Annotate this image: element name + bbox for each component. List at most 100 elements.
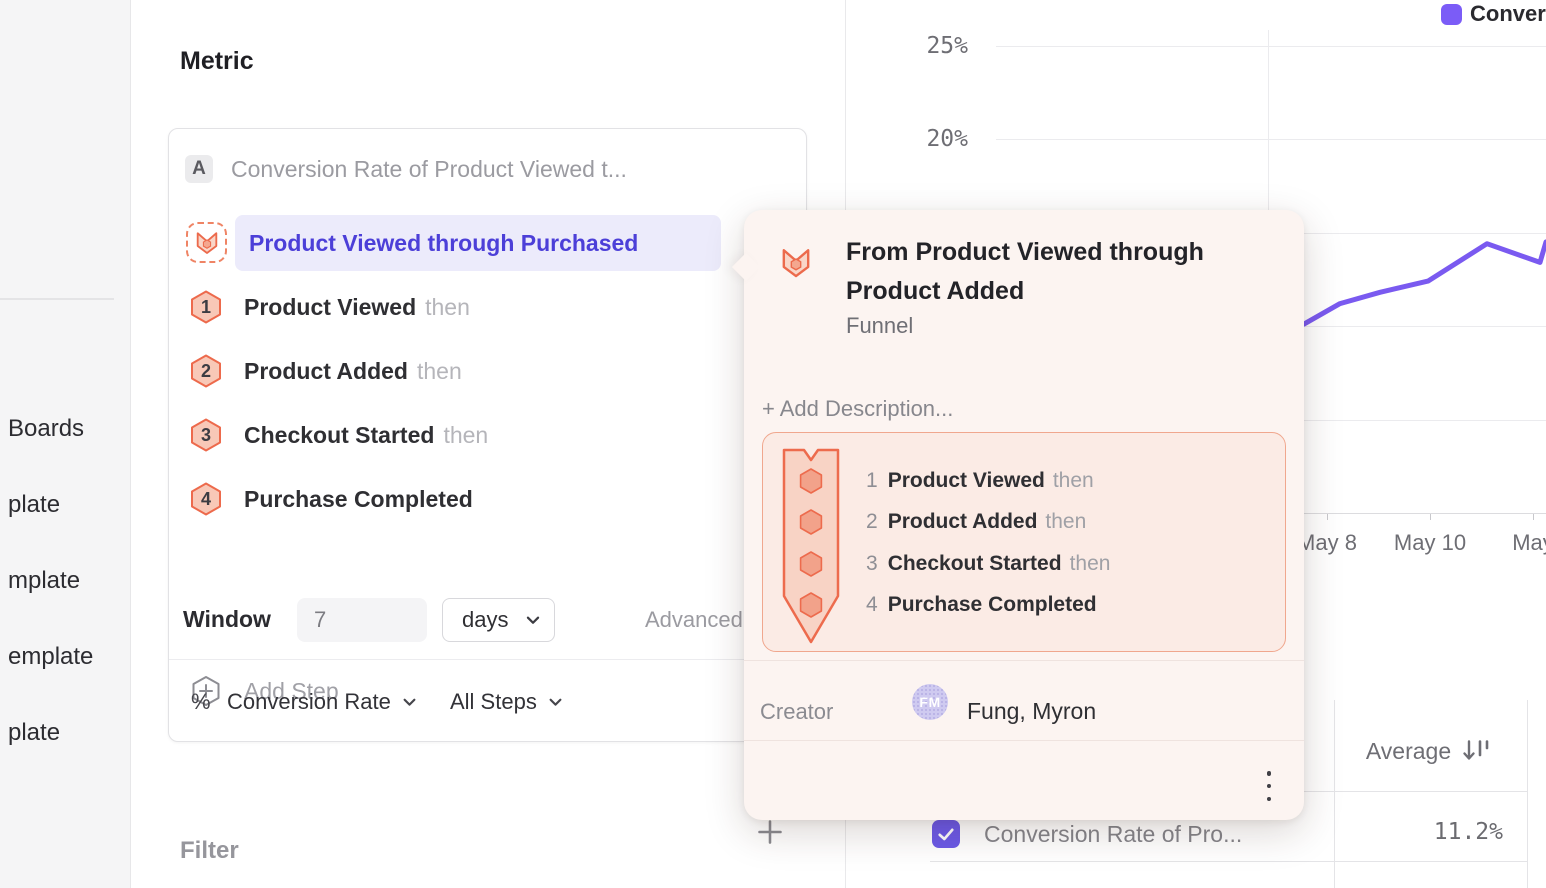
- sidebar-item[interactable]: plate: [0, 695, 130, 771]
- checkmark-icon: [938, 828, 954, 841]
- popover-divider: [744, 660, 1304, 661]
- hexagon-icon: [191, 290, 221, 324]
- popover-funnel-step: 2 Product Added then: [866, 502, 1266, 544]
- hexagon-icon: [191, 354, 221, 388]
- step-number-badge: 3: [190, 418, 222, 452]
- step-event-name: Checkout Started: [244, 421, 435, 448]
- sidebar-item[interactable]: plate: [0, 467, 130, 543]
- sidebar-item[interactable]: mplate: [0, 543, 130, 619]
- popover-step-number: 1: [866, 468, 878, 492]
- x-axis-tick-mark: [1533, 514, 1534, 520]
- sidebar-item-label: mplate: [8, 567, 81, 594]
- popover-step-name: Product Viewed: [887, 468, 1045, 492]
- x-axis-tick-mark: [1327, 514, 1328, 520]
- chart-line-series: [1301, 239, 1546, 327]
- table-column-divider: [1334, 700, 1335, 888]
- add-description-button[interactable]: + Add Description...: [762, 396, 954, 421]
- table-row-average-value: 11.2%: [1433, 819, 1503, 845]
- funnel-step-row[interactable]: 1 Product Viewed then: [169, 275, 806, 339]
- sidebar-nav: Boards plate mplate emplate plate: [0, 391, 130, 771]
- more-options-kebab-icon[interactable]: [1258, 771, 1280, 801]
- step-number-badge: 1: [190, 290, 222, 324]
- hexagon-icon: [191, 418, 221, 452]
- chart-gridline: [996, 45, 1546, 47]
- step-number: 4: [200, 488, 211, 509]
- series-badge[interactable]: A: [185, 155, 213, 183]
- chevron-down-icon: [526, 616, 540, 624]
- selected-funnel-step[interactable]: Product Viewed through Purchased: [235, 215, 721, 271]
- chevron-down-icon: [549, 698, 562, 706]
- metric-series-row: A Conversion Rate of Product Viewed t...: [185, 155, 627, 183]
- metric-title[interactable]: Conversion Rate of Product Viewed t...: [231, 155, 627, 182]
- sidebar-item-label: plate: [8, 719, 61, 746]
- table-column-divider: [1527, 700, 1528, 888]
- popover-step-number: 4: [866, 593, 878, 617]
- popover-title: From Product Viewed through Product Adde…: [846, 238, 1204, 305]
- funnel-details-popover: From Product Viewed through Product Adde…: [731, 210, 1304, 820]
- funnel-banner-icon: [782, 448, 840, 644]
- sidebar-item[interactable]: emplate: [0, 619, 130, 695]
- measure-dropdown[interactable]: Conversion Rate: [227, 689, 416, 715]
- metric-section-heading: Metric: [180, 46, 254, 75]
- step-number-badge: 4: [190, 482, 222, 516]
- add-filter-plus-icon[interactable]: [756, 818, 784, 846]
- popover-step-suffix: then: [1045, 510, 1087, 534]
- funnel-icon: [196, 231, 217, 254]
- step-then-suffix: then: [443, 421, 489, 448]
- x-axis-tick-label: May: [1512, 530, 1546, 555]
- window-label: Window: [183, 606, 271, 632]
- sidebar-divider: [0, 298, 114, 300]
- window-unit-select[interactable]: days: [442, 598, 555, 642]
- steps-scope-value: All Steps: [450, 689, 537, 714]
- average-header-label: Average: [1365, 737, 1452, 764]
- funnel-icon: [782, 249, 810, 278]
- add-step-hexagon-plus-icon: [192, 676, 220, 706]
- add-step-button[interactable]: Add Step: [169, 659, 569, 723]
- window-unit-value: days: [462, 607, 509, 632]
- sidebar-item-label: emplate: [8, 643, 94, 670]
- series-checkbox[interactable]: [932, 820, 960, 848]
- popover-step-suffix: then: [1052, 468, 1094, 492]
- legend-swatch: [1441, 3, 1462, 25]
- step-number-badge: 2: [190, 354, 222, 388]
- popover-step-name: Product Added: [887, 510, 1038, 534]
- sidebar: Boards plate mplate emplate plate: [0, 0, 131, 888]
- step-event-name: Product Viewed: [244, 293, 417, 320]
- steps-scope-dropdown[interactable]: All Steps: [450, 689, 562, 715]
- chevron-down-icon: [403, 698, 416, 706]
- x-axis-tick-label: May 8: [1297, 530, 1357, 555]
- chart-legend-item[interactable]: Conver: [1441, 1, 1546, 27]
- popover-funnel-steps: 1 Product Viewed then 2 Product Added th…: [866, 460, 1266, 626]
- table-row-border: [930, 861, 1527, 862]
- x-axis-tick-mark: [1430, 514, 1431, 520]
- percent-symbol: %: [191, 689, 211, 714]
- sidebar-item-label: plate: [8, 491, 61, 518]
- creator-label: Creator: [760, 699, 834, 724]
- funnel-step-row[interactable]: 4 Purchase Completed: [169, 467, 806, 531]
- window-value-input[interactable]: [297, 598, 427, 642]
- popover-step-suffix: then: [1069, 551, 1111, 575]
- advanced-link[interactable]: Advanced: [645, 607, 743, 632]
- sidebar-item-label: Boards: [8, 415, 85, 442]
- funnel-step-row[interactable]: 2 Product Added then: [169, 339, 806, 403]
- popover-divider: [744, 740, 1304, 741]
- popover-step-name: Checkout Started: [887, 551, 1062, 575]
- popover-funnel-step: 4 Purchase Completed: [866, 585, 1266, 627]
- creator-initials: FM: [919, 694, 941, 710]
- creator-name: Fung, Myron: [967, 698, 1097, 724]
- step-event-name: Purchase Completed: [244, 485, 473, 512]
- average-column-header[interactable]: Average: [1334, 733, 1527, 769]
- table-row-label[interactable]: Conversion Rate of Pro...: [984, 821, 1243, 847]
- popover-subtitle: Funnel: [846, 313, 914, 338]
- sidebar-item[interactable]: Boards: [0, 391, 130, 467]
- step-number: 3: [200, 424, 211, 445]
- popover-step-name: Purchase Completed: [887, 593, 1097, 617]
- funnel-event-icon-selected[interactable]: [186, 222, 227, 263]
- y-axis-tick-label: 25%: [926, 32, 968, 59]
- funnel-step-row[interactable]: 3 Checkout Started then: [169, 403, 806, 467]
- selected-funnel-step-label: Product Viewed through Purchased: [249, 229, 639, 256]
- y-axis-tick-label: 20%: [926, 126, 968, 152]
- sort-descending-icon[interactable]: [1461, 738, 1495, 765]
- step-then-suffix: then: [416, 357, 462, 384]
